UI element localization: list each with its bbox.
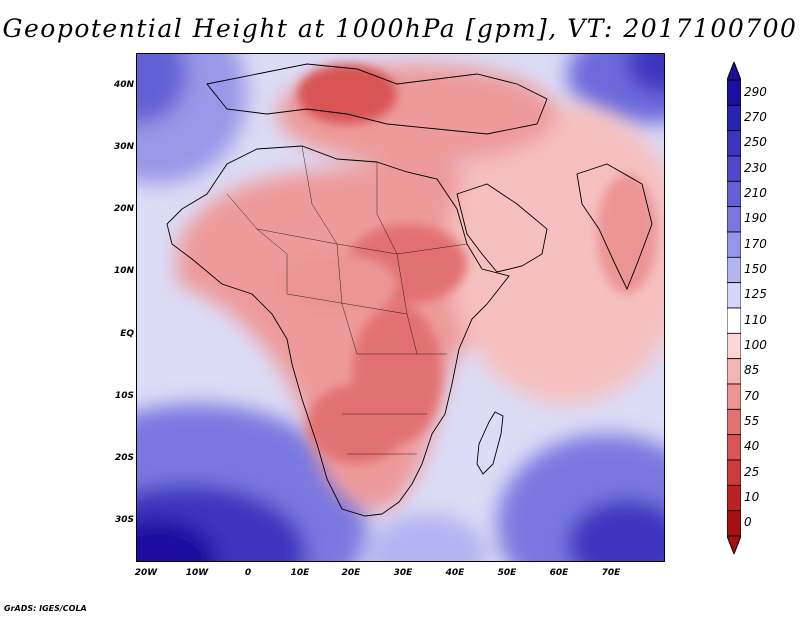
colorbar-level-label: 270 <box>744 110 767 124</box>
lat-label-30s: 30S <box>114 515 134 525</box>
colorbar-top-arrow <box>727 62 741 81</box>
colorbar-cell <box>727 79 741 106</box>
colorbar-cell <box>727 231 741 258</box>
colorbar-level-label: 170 <box>744 236 767 251</box>
lat-label-30n: 30N <box>113 142 134 152</box>
map-plot-area <box>136 53 665 562</box>
colorbar-level-label: 110 <box>744 312 767 327</box>
geopotential-field-map <box>137 54 664 561</box>
lat-label-10n: 10N <box>113 266 134 276</box>
colorbar-cell <box>727 206 741 233</box>
colorbar-cell <box>727 332 741 360</box>
colorbar-level-label: 70 <box>744 388 760 403</box>
chart-title: Geopotential Height at 1000hPa [gpm], VT… <box>2 14 798 43</box>
colorbar-level-label: 0 <box>744 515 752 530</box>
coastlines <box>166 63 653 517</box>
lat-label-10s: 10S <box>114 391 134 401</box>
colorbar-cell <box>727 383 741 410</box>
lon-label-30e: 30E <box>393 568 413 578</box>
colorbar-level-label: 190 <box>744 211 767 226</box>
colorbar-level-label: 290 <box>744 84 767 99</box>
colorbar-cell <box>727 155 741 182</box>
lat-label-20n: 20N <box>113 204 134 214</box>
colorbar-level-label: 25 <box>744 464 760 479</box>
india-coastline <box>576 163 653 291</box>
colorbar-level-label: 10 <box>744 490 760 504</box>
colorbar-cell <box>727 130 741 157</box>
colorbar-cell <box>727 307 741 334</box>
lon-label-60e: 60E <box>549 568 569 578</box>
lon-label-10w: 10W <box>185 568 209 578</box>
colorbar-level-label: 40 <box>744 439 760 454</box>
lon-label-40e: 40E <box>445 568 465 578</box>
lat-label-20s: 20S <box>114 453 134 463</box>
high-pressure-field <box>137 54 664 561</box>
arabia-coastline <box>456 183 548 273</box>
lon-label-20e: 20E <box>341 568 361 578</box>
colorbar-cell <box>727 358 741 385</box>
colorbar-level-label: 125 <box>744 287 767 302</box>
colorbar-cell <box>727 510 741 537</box>
deep-low-cores <box>277 64 657 464</box>
colorbar-cell <box>727 459 741 486</box>
colorbar-cell <box>727 256 741 284</box>
colorbar <box>727 62 741 554</box>
colorbar-level-label: 230 <box>744 160 767 175</box>
colorbar-level-label: 150 <box>744 262 767 276</box>
colorbar-cell <box>727 484 741 512</box>
country-borders <box>226 145 468 455</box>
colorbar-bottom-arrow <box>727 535 741 554</box>
colorbar-level-label: 55 <box>744 414 760 428</box>
colorbar-level-label: 100 <box>744 338 767 352</box>
lon-label-0: 0 <box>244 568 252 578</box>
lon-label-20w: 20W <box>134 568 158 578</box>
africa-coastline <box>166 145 510 517</box>
colorbar-cell <box>727 434 741 461</box>
colorbar-level-label: 210 <box>744 186 767 200</box>
madagascar-coastline <box>476 411 504 475</box>
lon-label-50e: 50E <box>497 568 517 578</box>
europe-coastline <box>206 63 548 135</box>
lon-label-10e: 10E <box>290 568 310 578</box>
colorbar-level-label: 250 <box>744 135 767 150</box>
colorbar-cell <box>727 408 741 436</box>
colorbar-cells <box>727 79 741 537</box>
lat-label-eq: EQ <box>120 329 134 339</box>
lon-label-70e: 70E <box>601 568 621 578</box>
colorbar-level-label: 85 <box>744 363 760 378</box>
grads-credit: GrADS: IGES/COLA <box>4 604 87 613</box>
colorbar-cell <box>727 180 741 208</box>
colorbar-cell <box>727 282 741 309</box>
colorbar-cell <box>727 104 741 132</box>
lat-label-40n: 40N <box>113 80 134 90</box>
